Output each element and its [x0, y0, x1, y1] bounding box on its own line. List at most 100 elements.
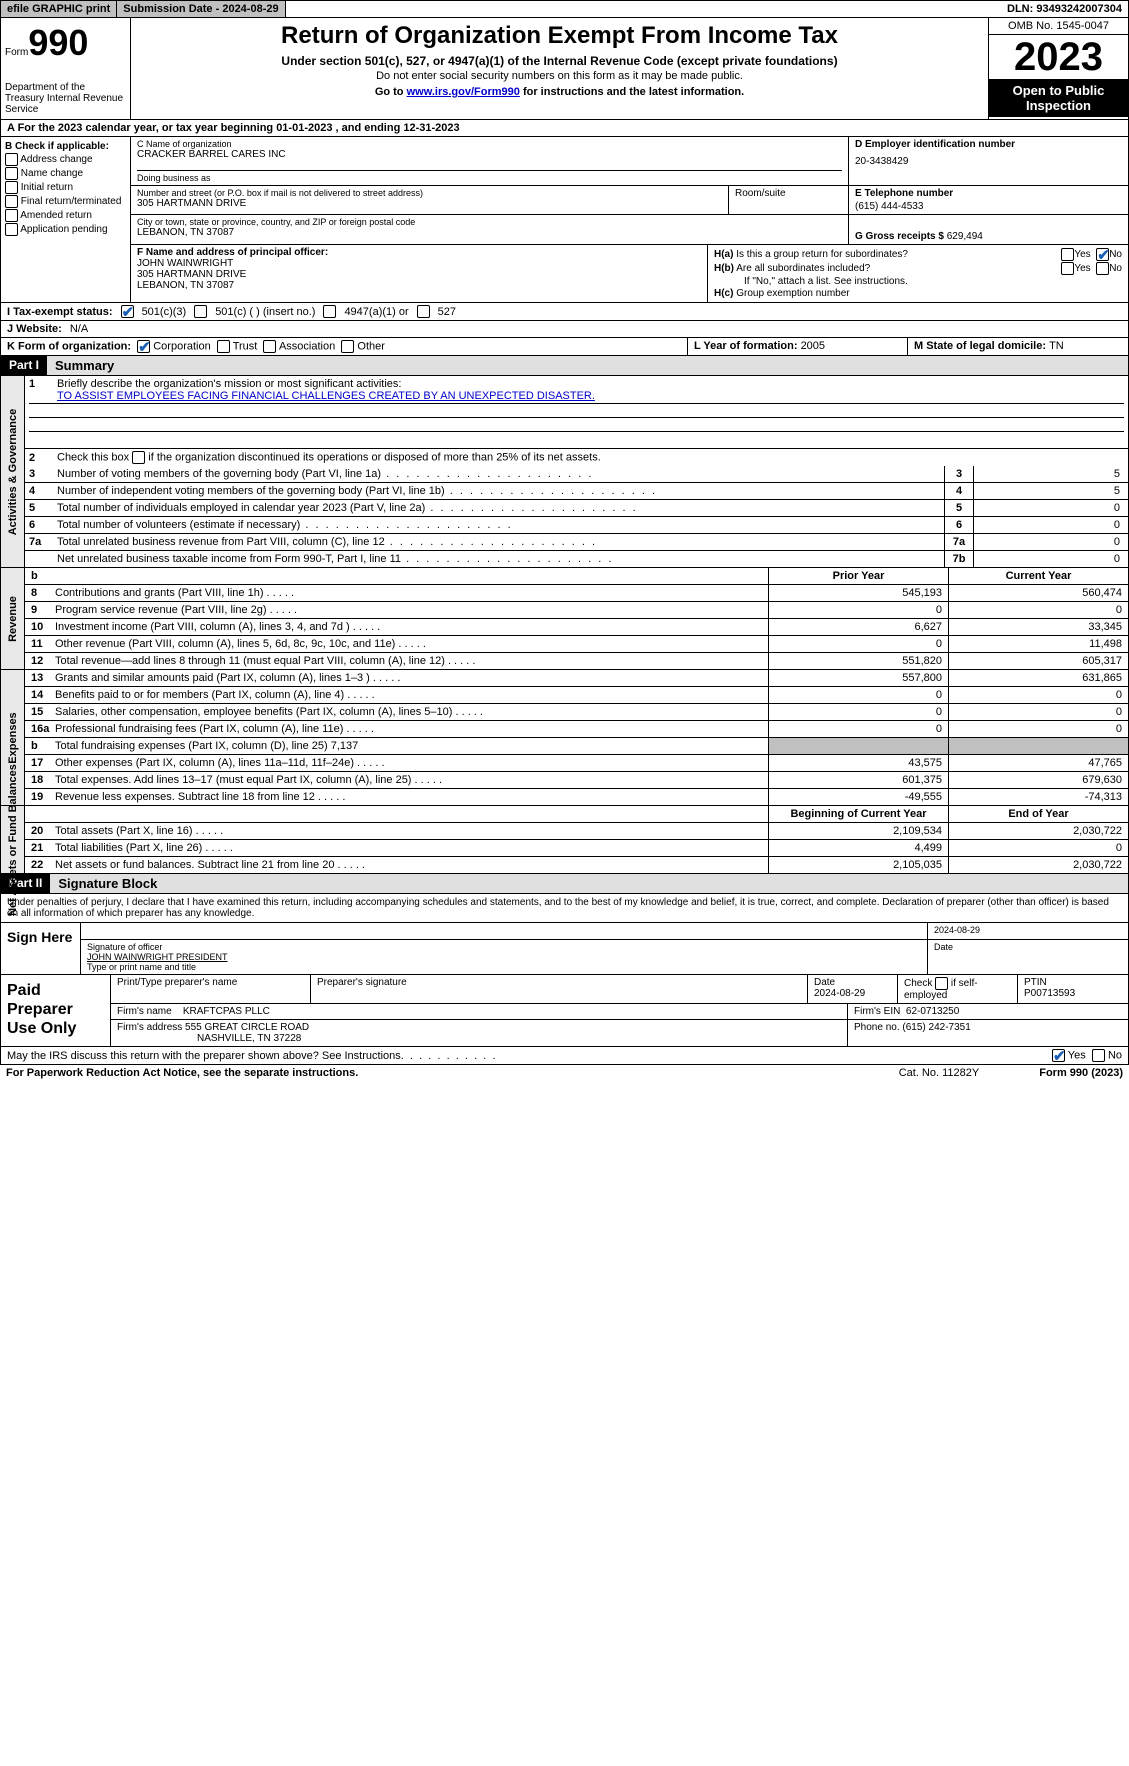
firm-name-cell: Firm's name KRAFTCPAS PLLC	[111, 1004, 848, 1019]
vtab-revenue: Revenue	[7, 596, 19, 642]
state-domicile: M State of legal domicile: TN	[908, 338, 1128, 355]
telephone-value: (615) 444-4533	[855, 201, 1122, 212]
officer-name: JOHN WAINWRIGHT	[137, 258, 701, 269]
telephone-cell: E Telephone number (615) 444-4533	[848, 186, 1128, 214]
cb-501c3[interactable]	[121, 305, 134, 318]
city-value: LEBANON, TN 37087	[137, 227, 842, 238]
firm-phone-cell: Phone no. (615) 242-7351	[848, 1020, 1128, 1046]
cb-trust[interactable]	[217, 340, 230, 353]
data-line: 12Total revenue—add lines 8 through 11 (…	[25, 653, 1128, 669]
efile-button[interactable]: efile GRAPHIC print	[1, 1, 117, 17]
data-line: 10Investment income (Part VIII, column (…	[25, 619, 1128, 636]
expenses-section: Expenses 13Grants and similar amounts pa…	[0, 670, 1129, 806]
subtitle-1: Under section 501(c), 527, or 4947(a)(1)…	[135, 54, 984, 68]
data-line: 13Grants and similar amounts paid (Part …	[25, 670, 1128, 687]
vtab-governance: Activities & Governance	[7, 408, 19, 535]
header-left: Form990 Department of the Treasury Inter…	[1, 18, 131, 119]
data-line: 18Total expenses. Add lines 13–17 (must …	[25, 772, 1128, 789]
governance-section: Activities & Governance 1Briefly describ…	[0, 376, 1129, 568]
data-line: 11Other revenue (Part VIII, column (A), …	[25, 636, 1128, 653]
ein-value: 20-3438429	[855, 156, 1122, 167]
cb-discuss-yes[interactable]	[1052, 1049, 1065, 1062]
part-ii-title: Signature Block	[50, 874, 165, 893]
data-line: 22Net assets or fund balances. Subtract …	[25, 857, 1128, 873]
subtitle-2: Do not enter social security numbers on …	[135, 70, 984, 82]
dln: DLN: 93493242007304	[1001, 1, 1128, 17]
city-cell: City or town, state or province, country…	[131, 215, 848, 244]
cb-name-change[interactable]: Name change	[5, 167, 126, 180]
prior-year-header: Prior Year	[768, 568, 948, 584]
discuss-row: May the IRS discuss this return with the…	[0, 1047, 1129, 1065]
irs-link[interactable]: www.irs.gov/Form990	[407, 86, 520, 98]
prep-date-cell: Date2024-08-29	[808, 975, 898, 1003]
prep-name-cell: Print/Type preparer's name	[111, 975, 311, 1003]
column-cde: C Name of organization CRACKER BARREL CA…	[131, 137, 1128, 302]
summary-line: 5Total number of individuals employed in…	[25, 500, 1128, 517]
row-i-tax-exempt: I Tax-exempt status: 501(c)(3) 501(c) ( …	[0, 303, 1129, 321]
column-b-checkboxes: B Check if applicable: Address change Na…	[1, 137, 131, 302]
gross-receipts-cell: G Gross receipts $ 629,494	[848, 215, 1128, 244]
cb-self-employed[interactable]	[935, 977, 948, 990]
data-line: 21Total liabilities (Part X, line 26) . …	[25, 840, 1128, 857]
current-year-header: Current Year	[948, 568, 1128, 584]
principal-officer-cell: F Name and address of principal officer:…	[131, 245, 708, 302]
main-info-grid: B Check if applicable: Address change Na…	[0, 137, 1129, 303]
cb-527[interactable]	[417, 305, 430, 318]
form-reference: Form 990 (2023)	[1039, 1067, 1123, 1079]
header-middle: Return of Organization Exempt From Incom…	[131, 18, 988, 119]
h-note: If "No," attach a list. See instructions…	[714, 276, 1122, 287]
street-cell: Number and street (or P.O. box if mail i…	[131, 186, 728, 214]
cb-discuss-no[interactable]	[1092, 1049, 1105, 1062]
data-line: 20Total assets (Part X, line 16) . . . .…	[25, 823, 1128, 840]
submission-date: Submission Date - 2024-08-29	[117, 1, 285, 17]
org-name-cell: C Name of organization CRACKER BARREL CA…	[131, 137, 848, 185]
dept-treasury: Department of the Treasury Internal Reve…	[5, 82, 126, 115]
cb-amended-return[interactable]: Amended return	[5, 209, 126, 222]
cb-4947[interactable]	[323, 305, 336, 318]
prep-self-employed: Check if self-employed	[898, 975, 1018, 1003]
cb-association[interactable]	[263, 340, 276, 353]
cb-other[interactable]	[341, 340, 354, 353]
ein-cell: D Employer identification number 20-3438…	[848, 137, 1128, 185]
cb-corporation[interactable]	[137, 340, 150, 353]
cb-final-return[interactable]: Final return/terminated	[5, 195, 126, 208]
website-value: N/A	[70, 323, 88, 335]
cb-discontinued[interactable]	[132, 451, 145, 464]
line-2-desc: Check this box if the organization disco…	[57, 451, 1124, 464]
signature-intro: Under penalties of perjury, I declare th…	[0, 894, 1129, 923]
officer-signature: JOHN WAINWRIGHT PRESIDENT	[87, 952, 921, 962]
gross-receipts-value: 629,494	[947, 231, 983, 242]
footer-line: For Paperwork Reduction Act Notice, see …	[0, 1065, 1129, 1081]
form-header: Form990 Department of the Treasury Inter…	[0, 18, 1129, 120]
summary-line: 4Number of independent voting members of…	[25, 483, 1128, 500]
summary-line: 3Number of voting members of the governi…	[25, 466, 1128, 483]
col-b-label: B Check if applicable:	[5, 141, 126, 152]
row-j-website: J Website: N/A	[0, 321, 1129, 338]
end-year-header: End of Year	[948, 806, 1128, 822]
summary-line: Net unrelated business taxable income fr…	[25, 551, 1128, 567]
omb-number: OMB No. 1545-0047	[989, 18, 1128, 35]
form-of-org: K Form of organization: Corporation Trus…	[1, 338, 688, 355]
cb-501c[interactable]	[194, 305, 207, 318]
prep-ptin-cell: PTINP00713593	[1018, 975, 1128, 1003]
sig-date: 2024-08-29	[934, 925, 1122, 935]
part-i-title: Summary	[47, 356, 122, 375]
cb-initial-return[interactable]: Initial return	[5, 181, 126, 194]
cb-address-change[interactable]: Address change	[5, 153, 126, 166]
sign-here-block: Sign Here 2024-08-29 Signature of office…	[0, 923, 1129, 975]
paid-preparer-label: Paid Preparer Use Only	[1, 975, 111, 1046]
catalog-number: Cat. No. 11282Y	[899, 1067, 980, 1079]
firm-ein-cell: Firm's EIN 62-0713250	[848, 1004, 1128, 1019]
street-value: 305 HARTMANN DRIVE	[137, 198, 722, 209]
org-name: CRACKER BARREL CARES INC	[137, 149, 842, 160]
top-bar: efile GRAPHIC print Submission Date - 20…	[0, 0, 1129, 18]
tax-year: 2023	[989, 35, 1128, 79]
data-line: 14Benefits paid to or for members (Part …	[25, 687, 1128, 704]
data-line: 19Revenue less expenses. Subtract line 1…	[25, 789, 1128, 805]
cb-application-pending[interactable]: Application pending	[5, 223, 126, 236]
data-line: 16aProfessional fundraising fees (Part I…	[25, 721, 1128, 738]
subtitle-3: Go to www.irs.gov/Form990 for instructio…	[135, 86, 984, 98]
form-title: Return of Organization Exempt From Incom…	[135, 22, 984, 50]
mission-label: Briefly describe the organization's miss…	[57, 378, 401, 390]
data-line: 8Contributions and grants (Part VIII, li…	[25, 585, 1128, 602]
